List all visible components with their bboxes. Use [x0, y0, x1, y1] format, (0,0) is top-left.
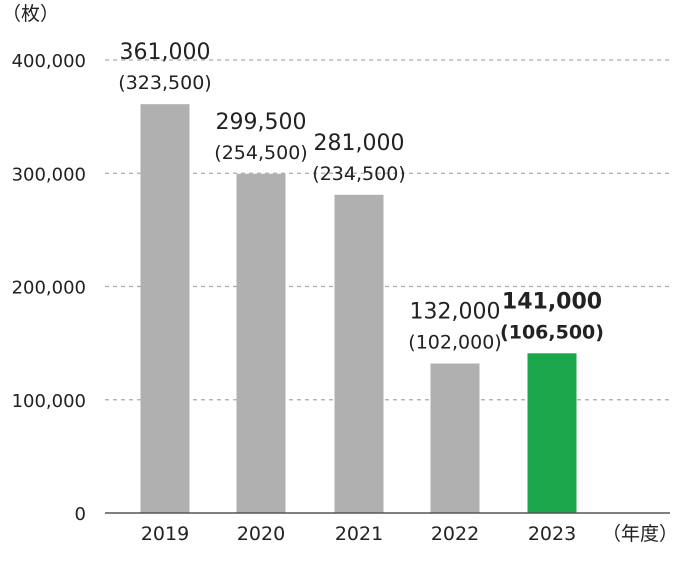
x-tick-label: 2022: [431, 523, 479, 545]
bar-labels: 361,000 (323,500)299,500 (254,500) 281,000 (…: [118, 40, 604, 353]
bar-value-label: 141,000: [502, 289, 602, 314]
y-axis-ticks: 0 100,000 200,000 300,000 400,000: [12, 51, 86, 525]
y-tick-label: 200,000: [12, 278, 86, 299]
bar-2019: [140, 104, 190, 513]
bar-2023: [527, 353, 577, 513]
bar-sub-value-label: (102,000): [408, 332, 501, 354]
x-tick-label: 2019: [141, 523, 189, 545]
bar-value-label: 361,000: [120, 40, 211, 65]
x-tick-label: 2021: [335, 523, 383, 545]
bar-2021: [334, 194, 384, 513]
bar-sub-value-label: (106,500): [500, 321, 604, 343]
y-unit-label: （枚）: [2, 3, 59, 25]
x-tick-label: 2023: [528, 523, 576, 545]
x-unit-label: （年度）: [602, 523, 675, 545]
bar-2020: [236, 173, 286, 513]
x-axis-ticks: 2019 2020 2021 2022 2023: [141, 523, 576, 545]
bar-sub-value-label: (254,500): [214, 142, 307, 164]
bars: [140, 104, 577, 513]
bar-sub-value-label: (323,500): [118, 72, 211, 94]
bar-value-label: 299,500: [216, 110, 307, 135]
x-tick-label: 2020: [237, 523, 285, 545]
y-tick-label: 300,000: [12, 164, 86, 185]
y-tick-label: 0: [75, 504, 86, 525]
y-tick-label: 100,000: [12, 391, 86, 412]
bar-sub-value-label: (234,500): [312, 163, 405, 185]
grid-lines: [105, 59, 670, 401]
y-tick-label: 400,000: [12, 51, 86, 72]
bar-value-label: 281,000: [314, 131, 405, 156]
bar-2022: [430, 363, 480, 513]
bar-value-label: 132,000: [410, 300, 501, 325]
